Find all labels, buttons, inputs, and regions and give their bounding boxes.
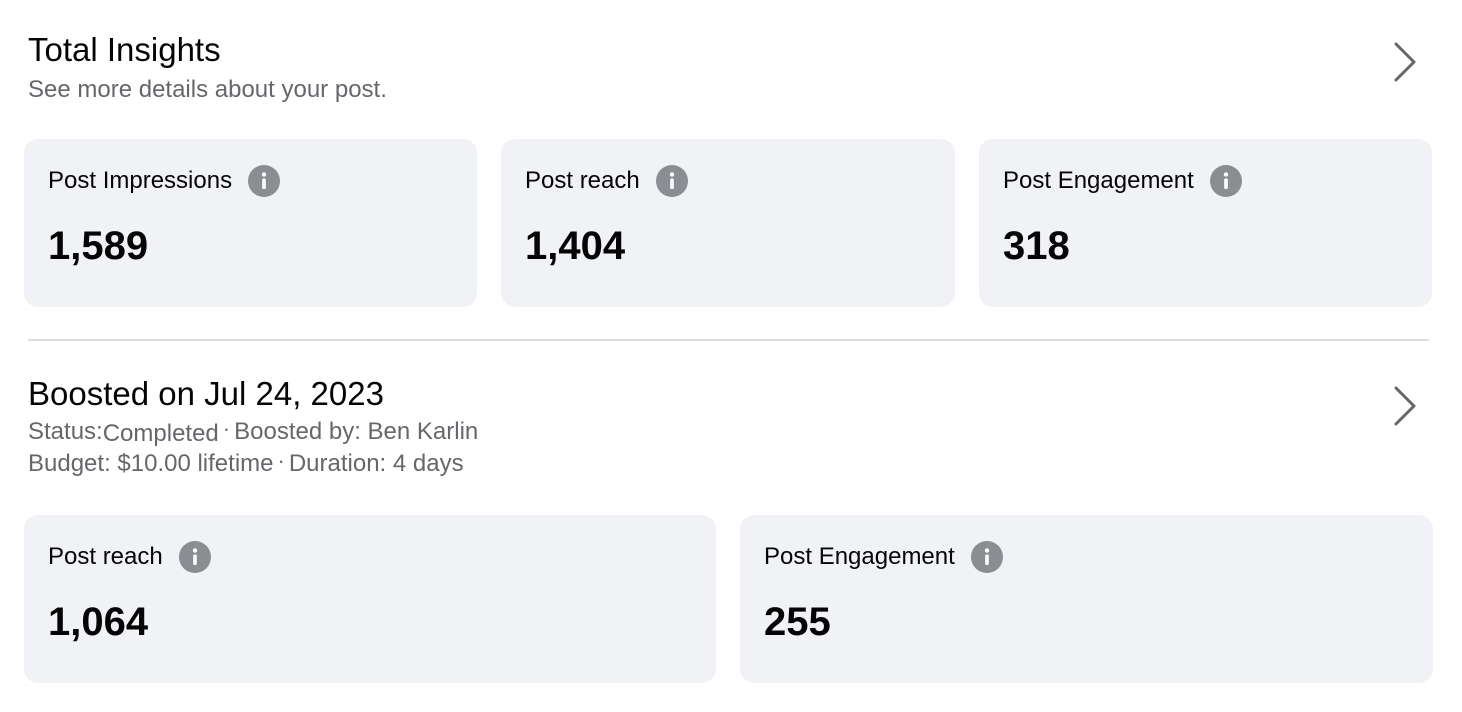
info-icon[interactable] [178,541,211,573]
chevron-right-icon[interactable] [1392,384,1420,428]
card-value: 1,589 [48,224,149,268]
post-impressions-card: Post Impressions 1,589 [24,139,477,307]
card-label-row: Post reach [48,541,211,573]
boost-budget-line: Budget: $10.00 lifetime · Duration: 4 days [28,448,1432,480]
card-value: 255 [764,600,831,644]
duration: Duration: 4 days [288,450,464,477]
status-label: Status: [28,418,103,445]
boost-post-engagement-card: Post Engagement 255 [740,515,1433,683]
info-icon[interactable] [655,165,688,197]
section-divider [28,339,1429,341]
card-label-row: Post reach [525,165,688,197]
chevron-right-icon[interactable] [1392,40,1420,84]
budget: Budget: $10.00 lifetime [28,450,274,477]
info-icon[interactable] [970,541,1003,573]
card-label: Post reach [525,167,640,194]
card-value: 1,404 [525,224,626,268]
card-label-row: Post Engagement [764,541,1003,573]
card-label: Post Impressions [48,167,233,194]
total-insights-header[interactable]: Total Insights See more details about yo… [28,30,1432,110]
info-icon[interactable] [1209,165,1242,197]
card-label-row: Post Engagement [1003,165,1242,197]
card-label: Post Engagement [1003,167,1194,194]
total-insights-title: Total Insights [28,31,221,68]
boosted-by: Boosted by: Ben Karlin [234,418,479,445]
boost-post-reach-card: Post reach 1,064 [24,515,716,683]
card-label: Post reach [48,543,163,570]
card-label: Post Engagement [764,543,955,570]
separator-dot: · [222,416,231,441]
post-engagement-card: Post Engagement 318 [979,139,1432,307]
separator-dot: · [277,448,285,473]
info-icon[interactable] [248,165,281,197]
card-value: 318 [1003,224,1070,268]
boost-header[interactable]: Boosted on Jul 24, 2023 Status:Completed… [28,374,1432,484]
card-label-row: Post Impressions [48,165,281,197]
status-value: Completed [102,420,219,447]
boost-title: Boosted on Jul 24, 2023 [28,375,384,412]
total-insights-subtitle: See more details about your post. [28,76,387,103]
boost-status-line: Status:Completed · Boosted by: Ben Karlin [28,416,1432,448]
card-value: 1,064 [48,600,149,644]
post-reach-card: Post reach 1,404 [501,139,955,307]
